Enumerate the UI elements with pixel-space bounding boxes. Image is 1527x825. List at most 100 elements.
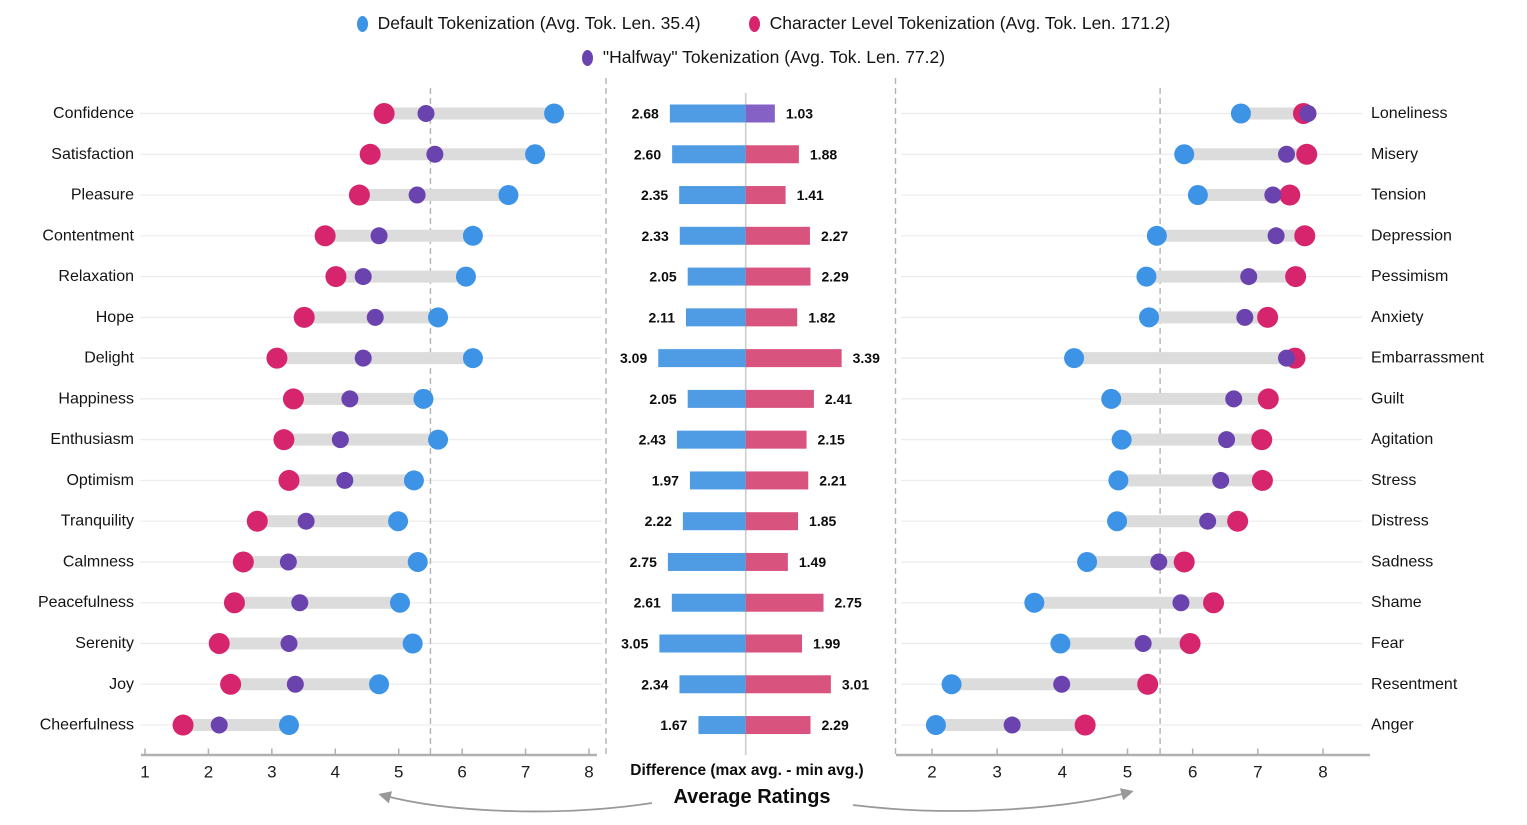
connector-negative	[1118, 474, 1263, 487]
connector-positive	[293, 392, 424, 405]
tick-label-left: 3	[267, 763, 276, 782]
row-label-negative: Misery	[1371, 146, 1418, 163]
tick-label-left: 5	[394, 763, 403, 782]
connector-positive	[359, 189, 509, 202]
dot-positive-character	[246, 510, 268, 532]
row-label-negative: Sadness	[1371, 553, 1433, 570]
diff-value-positive: 2.60	[634, 146, 661, 162]
connector-positive	[234, 596, 400, 609]
connector-positive	[325, 229, 473, 242]
diff-value-negative: 1.41	[797, 187, 824, 203]
dot-negative-halfway	[1199, 512, 1217, 530]
diff-bar-negative	[745, 716, 811, 735]
dot-positive-halfway	[417, 105, 435, 122]
connector-positive	[183, 719, 289, 732]
row-label-positive: Calmness	[63, 553, 134, 570]
row-label-positive: Joy	[109, 676, 134, 693]
diff-bar-negative	[745, 308, 798, 327]
dot-negative-halfway	[1278, 145, 1296, 163]
row-label-positive: Happiness	[58, 390, 134, 407]
dot-positive-default	[428, 307, 449, 328]
dot-negative-default	[925, 715, 946, 736]
dot-positive-character	[232, 551, 254, 573]
dot-positive-halfway	[210, 716, 228, 734]
dot-negative-character	[1296, 143, 1318, 165]
dot-negative-character	[1137, 673, 1159, 695]
dot-positive-default	[413, 388, 434, 409]
row-label-negative: Agitation	[1371, 431, 1433, 448]
diff-bar-positive	[671, 593, 746, 612]
dot-negative-character	[1203, 592, 1225, 614]
row-label-positive: Hope	[96, 309, 134, 326]
diff-value-positive: 3.09	[620, 350, 647, 366]
connector-positive	[370, 148, 536, 161]
diff-value-negative: 1.99	[813, 636, 840, 652]
tick-label-left: 6	[457, 763, 466, 782]
diff-bar-positive	[679, 186, 746, 205]
halfway-tokenization-dot-icon	[581, 49, 593, 66]
dot-positive-default	[462, 225, 483, 246]
dot-positive-default	[455, 266, 476, 287]
diff-value-positive: 2.33	[642, 228, 669, 244]
dot-negative-character	[1251, 429, 1273, 451]
legend-row-1: Default Tokenization (Avg. Tok. Len. 35.…	[356, 13, 1170, 34]
tick-label-left: 4	[331, 763, 340, 782]
legend-item-halfway: "Halfway" Tokenization (Avg. Tok. Len. 7…	[581, 47, 945, 68]
diff-value-negative: 1.85	[809, 513, 836, 529]
dot-negative-halfway	[1264, 186, 1282, 204]
dot-negative-default	[1146, 225, 1167, 246]
row-label-negative: Fear	[1371, 635, 1405, 652]
dot-positive-default	[389, 592, 410, 613]
dot-positive-character	[348, 184, 370, 206]
row-label-negative: Distress	[1371, 513, 1429, 530]
dot-negative-character	[1179, 633, 1201, 655]
dot-positive-character	[172, 714, 194, 736]
dot-positive-character	[223, 592, 245, 614]
row-label-negative: Guilt	[1371, 390, 1404, 407]
diff-value-positive: 2.22	[645, 513, 672, 529]
connector-positive	[257, 515, 399, 528]
dot-positive-halfway	[291, 594, 309, 612]
dot-negative-character	[1173, 551, 1195, 573]
diff-value-positive: 2.61	[634, 595, 661, 611]
diff-bar-negative	[745, 634, 803, 653]
dot-negative-halfway	[1225, 390, 1243, 408]
dot-positive-character	[266, 347, 288, 369]
dot-positive-default	[278, 715, 299, 736]
connector-positive	[283, 433, 439, 446]
dot-negative-character	[1227, 510, 1249, 532]
legend-item-character: Character Level Tokenization (Avg. Tok. …	[748, 13, 1170, 34]
row-label-positive: Tranquility	[61, 513, 134, 530]
row-label-negative: Tension	[1371, 187, 1426, 204]
tick-label-right: 3	[992, 763, 1001, 782]
dot-negative-default	[1101, 388, 1122, 409]
diff-bar-positive	[687, 267, 746, 286]
dot-positive-default	[369, 674, 390, 695]
diff-bar-negative	[745, 145, 799, 164]
connector-negative	[1240, 107, 1309, 120]
connector-negative	[1034, 596, 1214, 609]
diff-value-positive: 2.43	[639, 432, 666, 448]
dot-positive-default	[407, 551, 428, 572]
connector-negative	[1117, 515, 1238, 528]
dot-negative-character	[1285, 266, 1307, 288]
average-ratings-label: Average Ratings	[673, 786, 831, 808]
diff-value-positive: 2.05	[649, 269, 676, 285]
diff-bar-positive	[687, 389, 746, 408]
dot-positive-character	[314, 225, 336, 247]
row-label-negative: Pessimism	[1371, 268, 1448, 285]
dot-negative-default	[1024, 592, 1045, 613]
dot-positive-halfway	[408, 186, 426, 204]
average-ratings-arrow-left	[378, 791, 653, 813]
diff-bar-negative	[745, 512, 799, 531]
dot-negative-default	[1108, 470, 1129, 491]
diff-value-positive: 2.11	[649, 309, 676, 325]
row-label-positive: Cheerfulness	[40, 717, 134, 734]
connector-negative	[1111, 392, 1269, 405]
diff-value-negative: 2.41	[825, 391, 852, 407]
dot-negative-default	[1230, 103, 1251, 124]
dot-positive-default	[544, 103, 565, 124]
connector-positive	[276, 352, 473, 365]
diff-bar-negative	[745, 349, 842, 368]
